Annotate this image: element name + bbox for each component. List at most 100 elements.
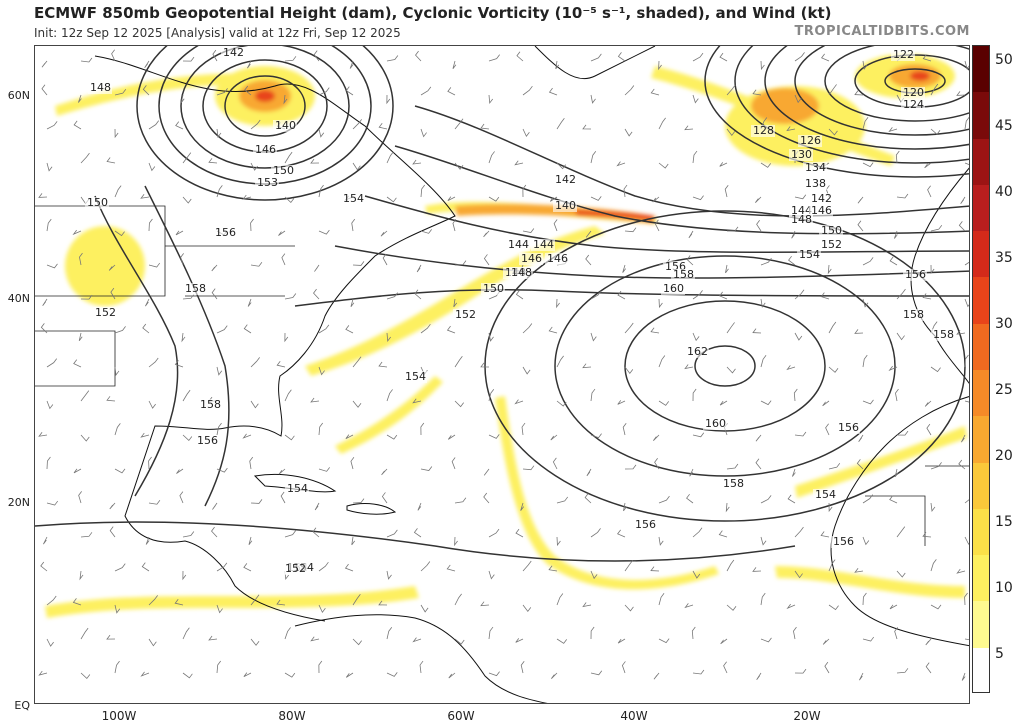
wind-barb	[250, 218, 254, 232]
wind-barb	[386, 151, 394, 164]
wind-barb	[622, 264, 626, 273]
wind-barb	[79, 570, 84, 581]
wind-barb	[216, 467, 228, 473]
wind-barb	[243, 324, 252, 334]
wind-barb	[556, 638, 568, 644]
wind-barb	[420, 128, 427, 138]
contour-label-bg	[836, 422, 860, 434]
wind-barb	[108, 264, 116, 271]
contour-label-bg	[198, 399, 222, 411]
wind-barb	[719, 162, 728, 167]
vorticity-max	[910, 71, 930, 81]
wind-barb	[854, 568, 864, 573]
wind-barb	[447, 434, 456, 440]
wind-barb	[658, 536, 664, 546]
wind-barb	[556, 496, 569, 504]
wind-barb	[312, 527, 320, 538]
coastlines	[35, 46, 969, 703]
wind-barb	[622, 422, 627, 436]
wind-barb	[624, 366, 634, 375]
wind-barb	[488, 434, 500, 439]
lat-label-20n: 20N	[7, 496, 30, 509]
wind-barb	[80, 627, 89, 640]
wind-barb	[114, 326, 126, 334]
colorbar	[972, 45, 990, 693]
wind-barb	[896, 332, 905, 341]
wind-barb	[658, 298, 663, 309]
wind-barb	[793, 388, 798, 402]
wind-barb	[182, 627, 190, 640]
wind-barb	[590, 388, 596, 402]
wind-barb	[930, 264, 935, 275]
wind-barb	[106, 634, 116, 640]
wind-barb	[488, 94, 494, 105]
wind-barb	[46, 500, 59, 506]
wind-barb	[725, 502, 730, 513]
wind-barb	[828, 84, 837, 96]
wind-barb	[624, 227, 637, 233]
wind-barb	[488, 151, 495, 164]
colorbar-segment	[973, 323, 989, 371]
wind-barb	[522, 85, 533, 96]
wind-barb	[284, 332, 289, 343]
wind-barb	[624, 604, 634, 612]
wind-barb	[454, 536, 458, 547]
contour-label: 158	[903, 308, 924, 321]
wind-barb	[521, 422, 526, 436]
wind-barb	[658, 400, 670, 406]
wind-barb	[924, 162, 932, 169]
wind-barb	[451, 457, 456, 470]
colorbar-tick-label: 5	[995, 646, 1004, 662]
colorbar-segment	[973, 462, 989, 510]
wind-barb	[415, 50, 422, 62]
wind-barb	[216, 366, 223, 376]
wind-barb	[80, 294, 93, 300]
wind-barb	[658, 638, 670, 644]
wind-barb	[788, 255, 796, 266]
wind-barb	[825, 423, 830, 436]
wind-barb	[250, 594, 260, 606]
wind-barb	[552, 457, 558, 470]
wind-barb	[658, 60, 662, 71]
wind-barb	[318, 422, 324, 436]
height-contour	[94, 195, 179, 497]
wind-barb	[793, 626, 797, 640]
wind-barb	[412, 398, 422, 404]
wind-barb	[590, 332, 597, 342]
wind-barb	[314, 502, 320, 511]
wind-barb	[961, 672, 966, 681]
wind-barb	[174, 360, 184, 368]
wind-barb	[726, 84, 736, 96]
wind-barb	[176, 468, 184, 474]
contour-label-bg	[685, 346, 709, 358]
wind-barb	[211, 526, 218, 538]
wind-barb	[930, 462, 942, 470]
height-contour	[704, 46, 969, 178]
wind-barb	[616, 161, 626, 167]
contour-label-bg	[789, 214, 813, 226]
wind-barb	[752, 567, 762, 572]
lat-label-60n: 60N	[7, 89, 30, 102]
wind-barb	[623, 502, 627, 512]
vorticity-band	[795, 426, 967, 498]
wind-barb	[924, 400, 932, 407]
contour-label: 146	[255, 143, 276, 156]
wind-barb	[654, 458, 660, 470]
wind-barb	[250, 357, 260, 368]
contour-label: 158	[723, 477, 744, 490]
wind-barb	[114, 468, 126, 474]
contour-label: 152	[821, 238, 842, 251]
wind-barb	[140, 194, 150, 199]
wind-barb	[80, 57, 93, 63]
contour-label: 152	[455, 308, 476, 321]
coastline-south-america	[294, 614, 548, 703]
wind-barb	[284, 672, 296, 678]
wind-barb	[650, 566, 660, 572]
wind-barb	[794, 194, 807, 200]
wind-barb	[148, 400, 156, 409]
wind-barb	[650, 327, 660, 334]
wind-barb	[684, 125, 694, 131]
wind-barb	[350, 457, 355, 470]
wind-barb	[617, 529, 626, 538]
contour-label: 144	[533, 238, 554, 251]
